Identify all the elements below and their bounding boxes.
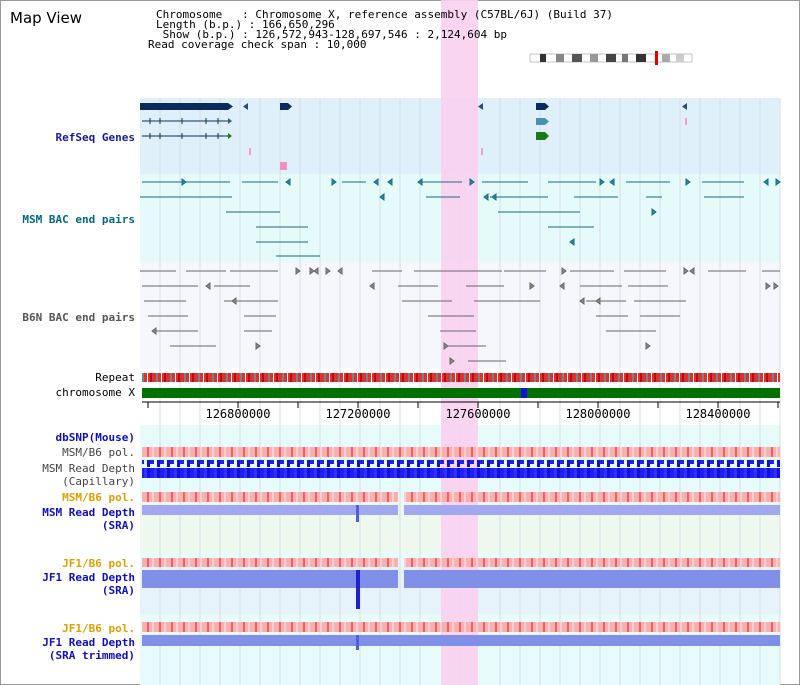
axis-tick-label: 128000000	[565, 407, 631, 421]
chromosome-bar	[142, 388, 780, 398]
track-label-jf1-b6-pol-2[interactable]: JF1/B6 pol.	[62, 622, 135, 635]
track-label-jf1-b6-pol-1[interactable]: JF1/B6 pol.	[62, 557, 135, 570]
track-label-refseq[interactable]: RefSeq Genes	[55, 131, 135, 144]
track-label-jf1-depth-trim-sub: (SRA trimmed)	[48, 649, 135, 662]
track-label-msm-depth-sra[interactable]: MSM Read Depth	[42, 506, 135, 519]
track-label-msm-b6-pol-1[interactable]: MSM/B6 pol.	[62, 446, 135, 459]
track-label-jf1-depth-sra[interactable]: JF1 Read Depth	[42, 571, 135, 584]
jf1-b6-pol-track-2	[142, 622, 780, 632]
track-label-msm-bac[interactable]: MSM BAC end pairs	[22, 213, 135, 226]
msm-bac-features	[140, 178, 781, 257]
chromosome-info: Chromosome : Chromosome X, reference ass…	[148, 8, 613, 51]
chromosome-ideogram	[529, 51, 693, 65]
track-label-msm-b6-pol-2[interactable]: MSM/B6 pol.	[62, 491, 135, 504]
info-chromosome: Chromosome : Chromosome X, reference ass…	[156, 8, 613, 21]
refseq-gene-features	[140, 103, 687, 170]
track-label-msm-depth-cap[interactable]: MSM Read Depth	[42, 462, 135, 475]
jf1-depth-sra-track	[142, 570, 398, 588]
page-title: Map View	[10, 9, 83, 27]
msm-b6-pol-track-1	[142, 447, 780, 457]
msm-depth-capillary-track	[142, 460, 780, 478]
track-label-dbsnp[interactable]: dbSNP(Mouse)	[55, 431, 135, 444]
b6n-bac-features	[140, 267, 780, 365]
repeat-track	[142, 373, 780, 382]
axis-tick-label: 127200000	[325, 407, 391, 421]
track-label-jf1-depth-trim[interactable]: JF1 Read Depth	[42, 636, 135, 649]
info-length: Length (b.p.) : 166,650,296	[156, 18, 335, 31]
track-label-repeat[interactable]: Repeat	[95, 371, 135, 384]
position-axis	[142, 401, 780, 408]
jf1-b6-pol-track-1	[142, 558, 398, 567]
axis-tick-label: 127600000	[445, 407, 511, 421]
jf1-depth-trimmed-track	[142, 635, 780, 646]
info-coverage-span: Read coverage check span : 10,000	[148, 38, 367, 51]
axis-tick-label: 128400000	[685, 407, 751, 421]
track-label-chromosome[interactable]: chromosome X	[55, 386, 135, 399]
track-label-msm-depth-sra-sub: (SRA)	[101, 519, 135, 532]
track-label-jf1-depth-sra-sub: (SRA)	[101, 584, 135, 597]
track-label-b6n-bac[interactable]: B6N BAC end pairs	[22, 311, 135, 324]
info-show: Show (b.p.) : 126,572,943-128,697,546 : …	[156, 28, 507, 41]
msm-depth-sra-track	[142, 505, 398, 515]
track-label-msm-depth-cap-sub: (Capillary)	[62, 475, 135, 488]
axis-tick-label: 126800000	[205, 407, 271, 421]
msm-b6-pol-track-2	[142, 492, 398, 502]
